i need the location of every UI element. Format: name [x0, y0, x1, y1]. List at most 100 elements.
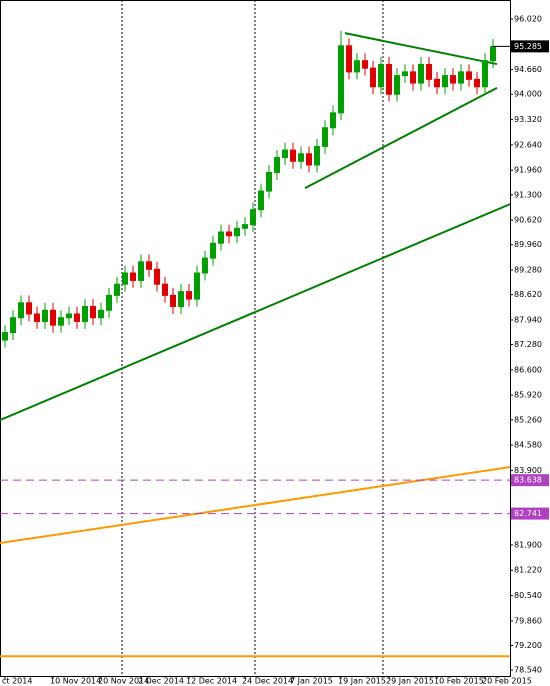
candle-body	[178, 291, 184, 308]
y-tick-label: 93.320	[514, 115, 542, 124]
x-tick-label: 29 Jan 2015	[386, 677, 434, 686]
candle-body	[170, 294, 176, 308]
candle-body	[482, 60, 488, 88]
candle-body	[314, 145, 320, 166]
y-tick-label: 81.220	[514, 566, 542, 575]
x-tick-label: 20 Feb 2015	[482, 677, 532, 686]
trendline	[0, 466, 511, 545]
candle-body	[10, 317, 16, 334]
candle-body	[226, 231, 232, 237]
candle-body	[490, 46, 496, 62]
candle-body	[34, 313, 40, 322]
candle-body	[258, 190, 264, 211]
trendline	[0, 203, 511, 422]
y-tick-label: 84.580	[514, 441, 542, 450]
trendline	[344, 32, 498, 66]
candle-body	[418, 63, 424, 84]
y-tick-label: 88.620	[514, 290, 542, 299]
candle-body	[250, 209, 256, 226]
candle-body	[210, 242, 216, 259]
candle-body	[98, 309, 104, 319]
candle-body	[50, 309, 56, 326]
y-tick-label: 94.660	[514, 65, 542, 74]
y-tick-label: 79.860	[514, 616, 542, 625]
candle-body	[394, 75, 400, 95]
y-tick-label: 92.640	[514, 140, 542, 149]
x-tick-label: 7 Jan 2015	[290, 677, 333, 686]
candle-body	[282, 149, 288, 159]
candle-body	[234, 227, 240, 237]
y-tick-label: 91.300	[514, 190, 542, 199]
y-tick-label: 86.600	[514, 365, 542, 374]
price-level-label: 83.638	[514, 476, 542, 485]
price-level-box	[511, 474, 549, 487]
candle-body	[354, 60, 360, 73]
candle-body	[130, 272, 136, 281]
candle-body	[146, 261, 152, 270]
candle-body	[138, 261, 144, 281]
candle-body	[362, 60, 368, 69]
price-level-label: 82.741	[514, 509, 542, 518]
y-tick-label: 94.000	[514, 90, 542, 99]
candle-body	[338, 45, 344, 114]
y-tick-label: 91.960	[514, 166, 542, 175]
candle-body	[114, 283, 120, 296]
y-tick-label: 87.940	[514, 315, 542, 324]
candle-body	[274, 157, 280, 173]
candle-body	[18, 302, 24, 319]
y-tick-label: 85.260	[514, 415, 542, 424]
candle-body	[218, 231, 224, 244]
candle-body	[346, 45, 352, 73]
candle-body	[378, 63, 384, 88]
candle-body	[458, 71, 464, 84]
candle-body	[290, 149, 296, 162]
candle-body	[322, 127, 328, 147]
candle-body	[306, 153, 312, 166]
candle-body	[402, 71, 408, 77]
candle-body	[2, 332, 8, 341]
y-tick-label: 78.540	[514, 666, 542, 675]
candle-body	[66, 313, 72, 319]
candle-body	[90, 306, 96, 319]
candle-body	[154, 268, 160, 285]
candle-body	[410, 71, 416, 84]
x-tick-label: 20 Nov 2014	[98, 677, 149, 686]
candle-body	[442, 75, 448, 88]
candle-body	[466, 71, 472, 80]
candle-body	[186, 291, 192, 300]
y-tick-label: 83.900	[514, 466, 542, 475]
candle-body	[242, 224, 248, 229]
candle-body	[370, 67, 376, 88]
current-price-box	[511, 40, 549, 53]
trendline	[304, 87, 498, 189]
y-tick-label: 96.020	[514, 14, 542, 23]
x-tick-label: 2 Dec 2014	[138, 677, 184, 686]
x-tick-label: 19 Jan 2015	[338, 677, 386, 686]
candle-body	[474, 78, 480, 88]
candle-body	[42, 309, 48, 322]
candle-body	[330, 112, 336, 129]
y-tick-label: 87.280	[514, 340, 542, 349]
candle-body	[162, 283, 168, 296]
x-tick-label: 10 Nov 2014	[50, 677, 101, 686]
candle-body	[74, 313, 80, 322]
current-price-label: 95.285	[514, 42, 542, 51]
y-tick-label: 85.920	[514, 391, 542, 400]
candle-body	[298, 153, 304, 162]
candle-body	[266, 171, 272, 192]
candle-body	[386, 63, 392, 95]
y-tick-label: 79.200	[514, 641, 542, 650]
candle-body	[58, 317, 64, 326]
y-tick-label: 89.960	[514, 240, 542, 249]
candle-body	[450, 75, 456, 84]
x-tick-label: ct 2014	[2, 677, 32, 686]
y-tick-label: 80.540	[514, 591, 542, 600]
y-tick-label: 81.900	[514, 540, 542, 549]
candle-body	[82, 306, 88, 322]
candle-body	[26, 302, 32, 315]
x-tick-label: 12 Dec 2014	[186, 677, 237, 686]
y-tick-label: 89.280	[514, 266, 542, 275]
candle-body	[202, 257, 208, 274]
x-tick-label: 24 Dec 2014	[242, 677, 293, 686]
